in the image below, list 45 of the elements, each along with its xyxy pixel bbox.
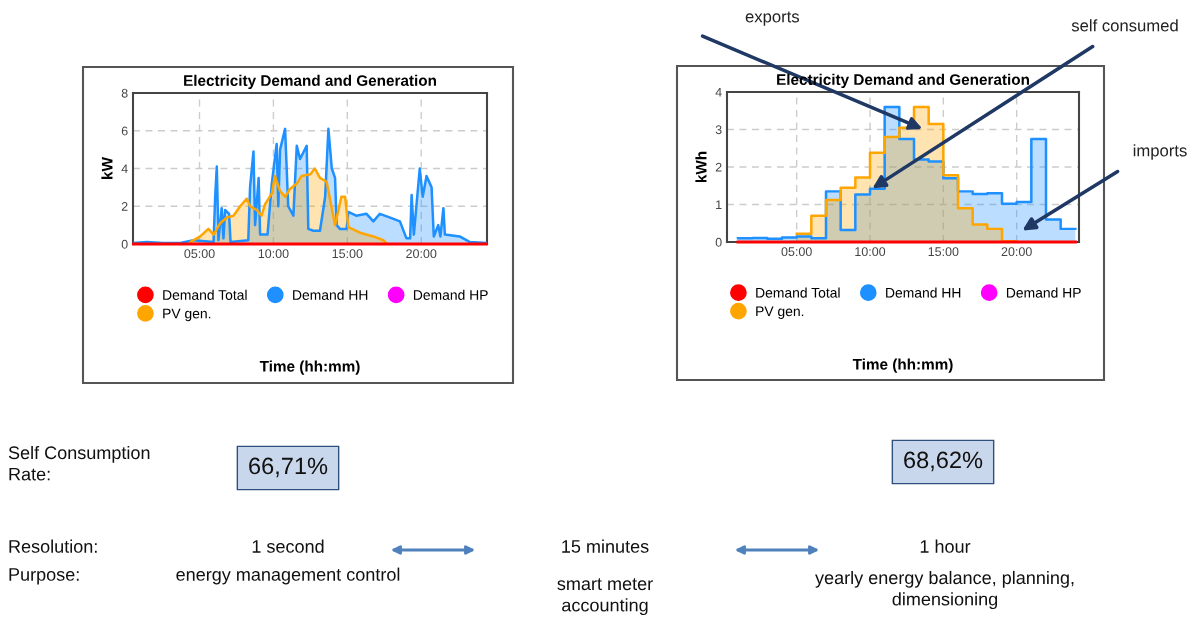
legend-label: Demand HP [1006,287,1081,298]
legend-label: PV gen. [163,308,211,322]
legend-label: Demand HP [413,289,488,300]
text: 1 second [252,539,324,553]
y-tick-label: 1 [716,200,722,210]
x-axis-title: Time (hh:mm) [259,360,360,375]
y-tick-label: 0 [121,239,128,249]
legend-label: Demand Total [756,287,840,298]
text: imports [1133,144,1187,160]
x-tick-label: 20:00 [1001,247,1032,257]
text: 1 hour [920,539,971,553]
legend-label: Demand HH [886,287,961,298]
y-tick-label: 8 [121,88,128,98]
x-tick-label: 15:00 [928,247,959,257]
y-tick-label: 3 [715,125,722,135]
text: smart meter accounting [557,578,653,616]
x-tick-label: 10:00 [855,247,886,257]
x-tick-label: 10:00 [258,249,289,259]
y-tick-label: 6 [121,126,128,136]
legend-label: Demand Total [163,289,247,300]
text: Self Consumption Rate: [8,445,150,481]
legend-label: PV gen. [756,306,804,319]
x-tick-label: 15:00 [332,249,363,259]
text: energy management control [176,567,400,585]
text: 15 minutes [562,539,649,553]
x-tick-label: 05:00 [781,247,812,257]
text: self consumed [1071,19,1178,32]
y-tick-label: 4 [121,164,128,174]
legend-label: Demand HH [293,289,368,300]
x-tick-label: 20:00 [406,249,437,259]
x-tick-label: 05:00 [184,249,215,259]
text: yearly energy balance, planning, dimensioning [815,570,1074,610]
y-axis-title: kWh [695,151,707,183]
chart-title: Electricity Demand and Generation [184,74,436,89]
text: Purpose: [9,568,79,585]
text: exports [745,11,800,26]
y-tick-label: 2 [715,162,722,172]
text: 66,71% [249,457,328,478]
y-tick-label: 0 [715,237,722,247]
text: 68,62% [904,451,983,472]
y-tick-label: 2 [121,202,128,211]
y-axis-title: kW [101,157,113,179]
y-tick-label: 4 [715,87,722,97]
x-axis-title: Time (hh:mm) [852,358,953,373]
text: Resolution: [9,539,97,553]
